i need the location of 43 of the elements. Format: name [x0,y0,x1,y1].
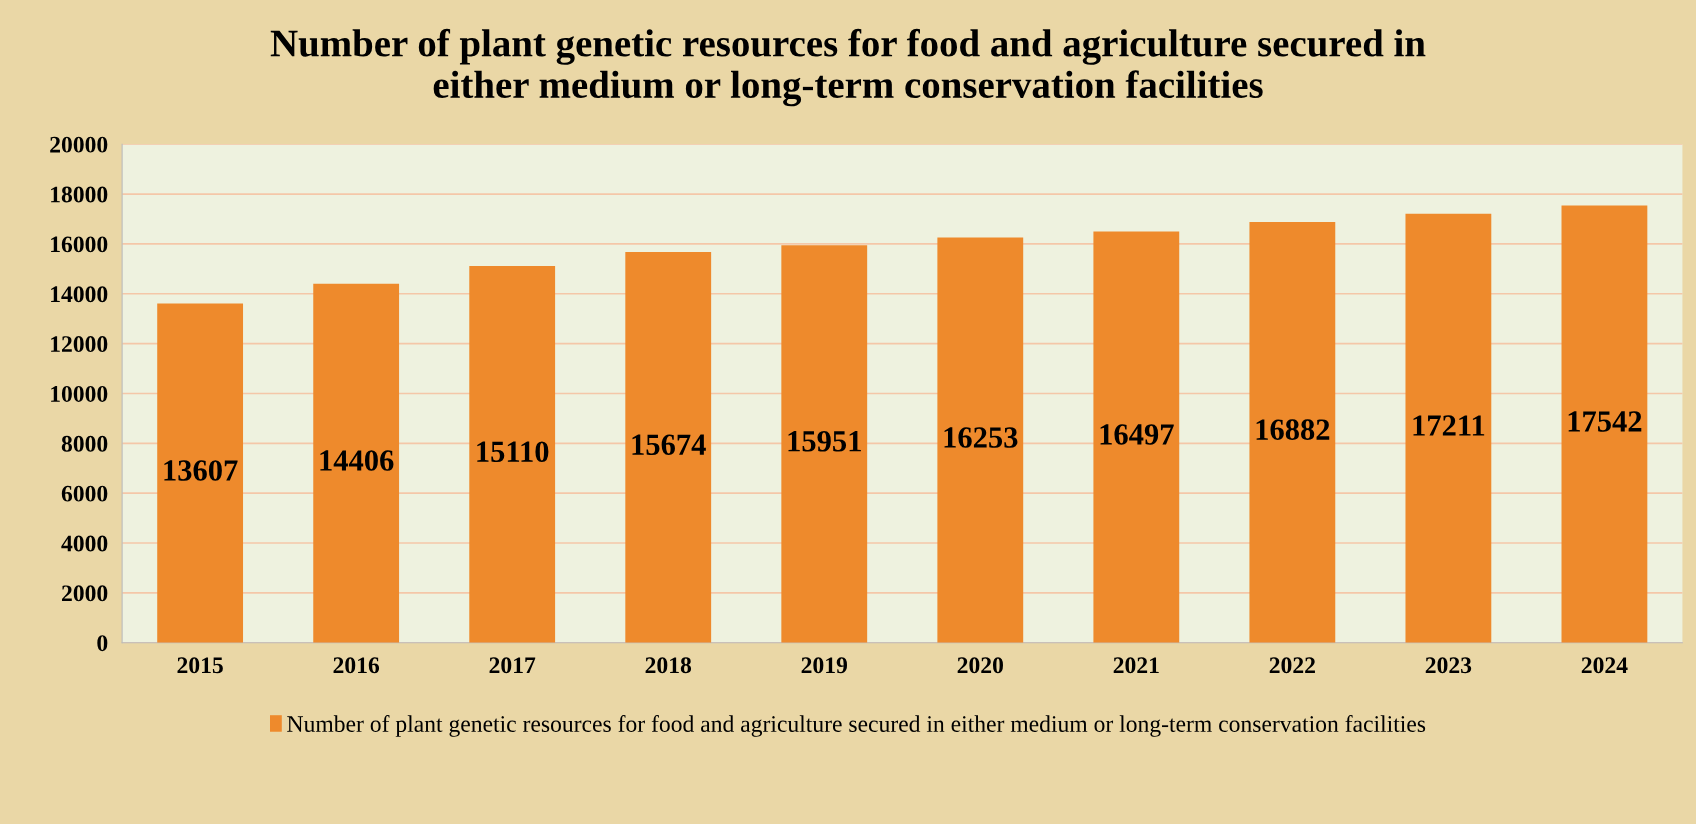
data-label: 15674 [632,434,706,456]
bar [1093,231,1180,643]
y-tick-label: 20000 [50,136,108,153]
x-tick-label: 2019 [801,657,848,674]
x-tick-label: 2016 [333,657,380,674]
y-tick-label: 6000 [61,485,108,502]
y-tick-label: 8000 [61,435,108,452]
x-tick-label: 2015 [177,657,223,674]
y-tick-label: 0 [97,635,108,652]
data-label: 16882 [1256,419,1330,440]
data-label: 13607 [164,460,238,481]
y-tick-label: 14000 [51,286,108,303]
legend-label: Number of plant genetic resources for food and agriculture secured in either medium or long-term conservation facilities [287,715,1426,737]
x-tick-label: 2023 [1425,657,1472,674]
y-tick-label: 12000 [51,336,108,353]
data-label: 15951 [788,431,861,452]
bar [625,252,712,643]
x-tick-label: 2022 [1269,657,1315,674]
y-tick-label: 10000 [51,385,108,402]
y-tick-label: 2000 [61,585,108,602]
y-tick-label: 16000 [51,236,108,253]
y-tick-label: 18000 [51,186,108,203]
x-tick-label: 2024 [1581,657,1628,674]
x-tick-label: 2021 [1113,657,1159,674]
bar [1405,213,1492,643]
bar [937,237,1024,643]
x-tick-label: 2020 [957,657,1003,674]
bar [313,283,400,643]
x-tick-label: 2017 [489,657,536,674]
bar [1249,221,1336,643]
bar [157,303,244,643]
data-label: 17542 [1568,411,1642,432]
bar [469,266,556,643]
data-label: 16497 [1100,424,1174,445]
data-label: 14406 [320,450,394,471]
chart-title: Number of plant genetic resources for food and agriculture secured in either medium or long-term conservation facilities [270,28,1426,107]
data-label: 15110 [477,441,549,463]
data-label: 17211 [1413,415,1485,436]
x-tick-label: 2018 [645,657,692,674]
bar [1561,205,1648,643]
bar [781,245,868,643]
data-label: 16253 [944,427,1018,448]
y-tick-label: 4000 [61,535,108,552]
